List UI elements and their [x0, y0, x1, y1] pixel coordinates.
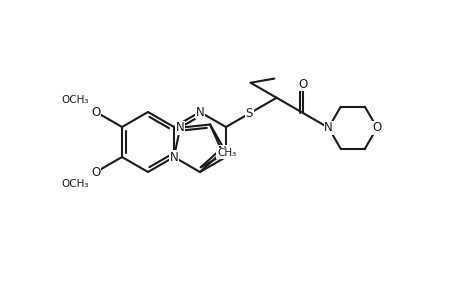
Text: CH₃: CH₃	[217, 148, 235, 158]
Text: OCH₃: OCH₃	[62, 95, 89, 105]
Text: N: N	[175, 121, 184, 134]
Text: N: N	[324, 121, 332, 134]
Text: N: N	[195, 106, 204, 118]
Text: O: O	[91, 106, 101, 118]
Text: O: O	[297, 78, 307, 91]
Text: O: O	[91, 166, 101, 178]
Text: O: O	[372, 121, 381, 134]
Text: N: N	[169, 151, 178, 164]
Text: OCH₃: OCH₃	[62, 179, 89, 189]
Text: N: N	[218, 146, 226, 158]
Text: S: S	[245, 107, 252, 120]
Text: N: N	[324, 121, 332, 134]
